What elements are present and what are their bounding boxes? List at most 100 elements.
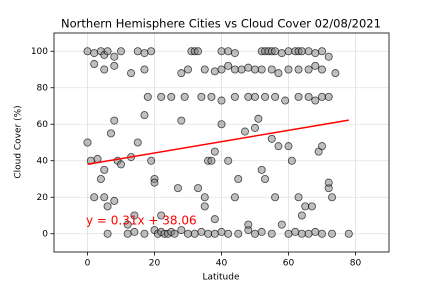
point <box>103 47 112 56</box>
point <box>317 92 326 101</box>
point <box>344 229 353 238</box>
point <box>331 69 340 78</box>
point <box>133 47 142 56</box>
point <box>194 184 203 193</box>
point <box>317 142 326 151</box>
point <box>250 229 259 238</box>
point <box>110 52 119 61</box>
point <box>250 92 259 101</box>
point <box>90 49 99 58</box>
point <box>224 229 233 238</box>
point <box>130 211 139 220</box>
point <box>328 229 337 238</box>
point <box>257 165 266 174</box>
point <box>230 92 239 101</box>
point <box>294 65 303 74</box>
point <box>304 47 313 56</box>
point <box>244 63 253 72</box>
point <box>304 65 313 74</box>
point <box>297 47 306 56</box>
point <box>250 65 259 74</box>
y-tick-label: 0 <box>42 229 48 239</box>
point <box>190 229 199 238</box>
point <box>140 111 149 120</box>
y-axis-label: Cloud Cover (%) <box>14 105 24 178</box>
point <box>210 147 219 156</box>
point <box>167 92 176 101</box>
point <box>257 227 266 236</box>
point <box>90 193 99 202</box>
point <box>207 156 216 165</box>
point <box>311 61 320 70</box>
point <box>123 220 132 229</box>
point <box>133 138 142 147</box>
point <box>324 92 333 101</box>
point <box>261 174 270 183</box>
point <box>271 92 280 101</box>
point <box>311 96 320 105</box>
point <box>217 96 226 105</box>
point <box>287 156 296 165</box>
point <box>110 196 119 205</box>
point <box>90 60 99 69</box>
point <box>284 229 293 238</box>
point <box>304 92 313 101</box>
point <box>277 220 286 229</box>
point <box>257 65 266 74</box>
point <box>96 174 105 183</box>
point <box>328 193 337 202</box>
point <box>224 156 233 165</box>
point <box>224 47 233 56</box>
point <box>100 65 109 74</box>
point <box>281 96 290 105</box>
point <box>230 65 239 74</box>
point <box>244 220 253 229</box>
point <box>204 229 213 238</box>
point <box>143 92 152 101</box>
point <box>140 49 149 58</box>
point <box>324 178 333 187</box>
point <box>234 174 243 183</box>
point <box>267 134 276 143</box>
point <box>200 193 209 202</box>
point <box>194 47 203 56</box>
point <box>83 138 92 147</box>
point <box>110 61 119 70</box>
point <box>210 229 219 238</box>
point <box>197 227 206 236</box>
point <box>207 92 216 101</box>
point <box>183 229 192 238</box>
point <box>304 229 313 238</box>
x-tick-label: 0 <box>85 259 91 269</box>
point <box>297 229 306 238</box>
x-tick-label: 80 <box>350 259 362 269</box>
y-tick-label: 100 <box>31 47 48 57</box>
x-tick-label: 40 <box>216 259 228 269</box>
point <box>170 229 179 238</box>
point <box>271 193 280 202</box>
point <box>274 69 283 78</box>
point <box>274 142 283 151</box>
point <box>324 52 333 61</box>
point <box>224 61 233 70</box>
point <box>127 69 136 78</box>
y-tick-label: 60 <box>37 120 49 130</box>
point <box>117 160 126 169</box>
point <box>200 202 209 211</box>
point <box>250 123 259 132</box>
point <box>284 65 293 74</box>
point <box>177 69 186 78</box>
point <box>147 156 156 165</box>
point <box>297 211 306 220</box>
x-tick-label: 20 <box>149 259 161 269</box>
point <box>240 127 249 136</box>
point <box>317 47 326 56</box>
point <box>83 47 92 56</box>
point <box>230 49 239 58</box>
plot-frame <box>53 32 390 253</box>
point <box>284 47 293 56</box>
point <box>157 211 166 220</box>
point <box>103 202 112 211</box>
point <box>217 120 226 129</box>
